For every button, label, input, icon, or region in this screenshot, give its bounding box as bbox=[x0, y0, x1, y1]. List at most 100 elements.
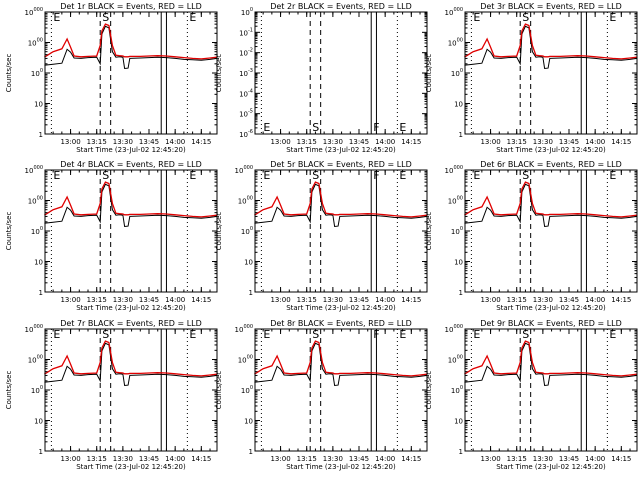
x-tick-label: 14:00 bbox=[375, 455, 395, 463]
x-tick-label: 14:15 bbox=[611, 138, 631, 146]
plot-frame bbox=[44, 328, 218, 452]
y-tick-label: 100 bbox=[31, 385, 43, 395]
series-line-events bbox=[254, 183, 428, 228]
x-axis-label: Start Time (23-Jul-02 12:45:20) bbox=[76, 304, 186, 312]
x-tick-label: 13:15 bbox=[297, 455, 317, 463]
x-tick-label: 13:15 bbox=[507, 296, 527, 304]
marker-label: S bbox=[312, 121, 319, 134]
x-tick-label: 13:15 bbox=[507, 455, 527, 463]
x-tick-label: 13:30 bbox=[113, 138, 133, 146]
x-tick-label: 13:00 bbox=[480, 138, 500, 146]
x-tick-label: 13:15 bbox=[87, 138, 107, 146]
x-tick-label: 13:45 bbox=[349, 296, 369, 304]
x-tick-label: 13:15 bbox=[87, 296, 107, 304]
plot-frame bbox=[464, 169, 638, 293]
y-tick-label: 10-1 bbox=[239, 27, 253, 37]
x-tick-label: 13:30 bbox=[113, 455, 133, 463]
x-tick-label: 14:15 bbox=[401, 138, 421, 146]
chart-title: Det 1r BLACK = Events, RED = LLD bbox=[60, 2, 202, 11]
marker-label: E bbox=[189, 11, 196, 24]
chart-panel-3: E S E 1 10 100 1000 10000 13:00 13:15 13:30 13:45 14… bbox=[425, 2, 638, 154]
y-tick-label: 1 bbox=[459, 289, 463, 297]
plot-frame bbox=[464, 11, 638, 135]
chart-panel-2: ESFE10-610-510-410-310-210-110013:0013:1… bbox=[215, 2, 428, 154]
marker-label: S bbox=[102, 169, 109, 182]
chart-title: Det 5r BLACK = Events, RED = LLD bbox=[270, 160, 412, 169]
series-line-events bbox=[44, 342, 218, 387]
plot-frame bbox=[44, 11, 218, 135]
marker-label: E bbox=[609, 169, 616, 182]
x-tick-label: 13:00 bbox=[480, 296, 500, 304]
y-tick-label: 10000 bbox=[25, 324, 43, 334]
x-tick-label: 13:30 bbox=[533, 296, 553, 304]
x-tick-label: 14:15 bbox=[191, 138, 211, 146]
x-tick-label: 14:15 bbox=[401, 296, 421, 304]
y-tick-label: 10 bbox=[454, 101, 463, 109]
x-tick-label: 14:15 bbox=[401, 455, 421, 463]
marker-label: E bbox=[399, 121, 406, 134]
x-axis-label: Start Time (23-Jul-02 12:45:20) bbox=[286, 463, 396, 471]
chart-title: Det 6r BLACK = Events, RED = LLD bbox=[480, 160, 622, 169]
y-tick-label: 1000 bbox=[28, 38, 43, 48]
x-tick-label: 13:30 bbox=[533, 455, 553, 463]
y-tick-label: 1 bbox=[249, 448, 253, 456]
y-axis-label: Counts/sec bbox=[425, 54, 433, 93]
chart-title: Det 3r BLACK = Events, RED = LLD bbox=[480, 2, 622, 11]
y-tick-label: 10000 bbox=[25, 165, 43, 175]
y-tick-label: 10 bbox=[34, 418, 43, 426]
x-axis-label: Start Time (23-Jul-02 12:45:20) bbox=[286, 304, 396, 312]
x-tick-label: 13:45 bbox=[349, 138, 369, 146]
y-tick-label: 1 bbox=[39, 448, 43, 456]
y-tick-label: 100 bbox=[451, 68, 463, 78]
x-tick-label: 13:15 bbox=[297, 296, 317, 304]
chart-panel-8: ESFE11010010001000013:0013:1513:3013:451… bbox=[215, 319, 428, 471]
y-tick-label: 100 bbox=[31, 226, 43, 236]
x-tick-label: 14:15 bbox=[611, 455, 631, 463]
y-tick-label: 1 bbox=[459, 448, 463, 456]
x-tick-label: 13:45 bbox=[139, 455, 159, 463]
x-tick-label: 14:00 bbox=[585, 455, 605, 463]
y-tick-label: 10000 bbox=[235, 324, 253, 334]
x-tick-label: 13:30 bbox=[323, 296, 343, 304]
marker-label: E bbox=[473, 11, 480, 24]
series-line-events bbox=[464, 25, 638, 70]
plot-frame bbox=[254, 11, 428, 135]
x-tick-label: 14:00 bbox=[585, 138, 605, 146]
marker-label: E bbox=[53, 11, 60, 24]
chart-title: Det 7r BLACK = Events, RED = LLD bbox=[60, 319, 202, 328]
x-tick-label: 13:30 bbox=[113, 296, 133, 304]
series-line-events bbox=[44, 183, 218, 228]
y-tick-label: 10000 bbox=[445, 7, 463, 17]
series-line-events bbox=[464, 183, 638, 228]
chart-title: Det 8r BLACK = Events, RED = LLD bbox=[270, 319, 412, 328]
series-line-lld bbox=[44, 181, 218, 218]
series-line-events bbox=[44, 25, 218, 70]
marker-label: E bbox=[263, 169, 270, 182]
plot-frame bbox=[44, 169, 218, 293]
series-line-lld bbox=[464, 181, 638, 218]
series-line-lld bbox=[464, 340, 638, 377]
y-axis-label: Counts/sec bbox=[5, 54, 13, 93]
x-tick-label: 14:15 bbox=[611, 296, 631, 304]
marker-label: E bbox=[189, 169, 196, 182]
x-axis-label: Start Time (23-Jul-02 12:45:20) bbox=[496, 304, 606, 312]
x-tick-label: 13:30 bbox=[323, 138, 343, 146]
chart-title: Det 9r BLACK = Events, RED = LLD bbox=[480, 319, 622, 328]
y-tick-label: 10-3 bbox=[239, 68, 253, 78]
marker-label: S bbox=[522, 169, 529, 182]
chart-panel-9: E S E 1 10 100 1000 10000 13:00 13:15 13:30 13:45 14… bbox=[425, 319, 638, 471]
y-tick-label: 10-6 bbox=[239, 129, 253, 139]
marker-label: E bbox=[473, 328, 480, 341]
x-tick-label: 13:45 bbox=[349, 455, 369, 463]
x-tick-label: 13:00 bbox=[60, 455, 80, 463]
y-tick-label: 100 bbox=[241, 226, 253, 236]
x-axis-label: Start Time (23-Jul-02 12:45:20) bbox=[496, 463, 606, 471]
x-tick-label: 13:15 bbox=[87, 455, 107, 463]
y-tick-label: 1000 bbox=[448, 38, 463, 48]
chart-panel-4: E S E 1 10 100 1000 10000 13:00 13:15 13:30 13:45 14… bbox=[5, 160, 218, 312]
chart-panel-1: E S E 1 10 100 1000 10000 13:00 13:15 13:30 13:45 14… bbox=[5, 2, 218, 154]
x-tick-label: 14:00 bbox=[375, 138, 395, 146]
x-tick-label: 13:15 bbox=[297, 138, 317, 146]
chart-panel-7: E S E 1 10 100 1000 10000 13:00 13:15 13:30 13:45 14… bbox=[5, 319, 218, 471]
